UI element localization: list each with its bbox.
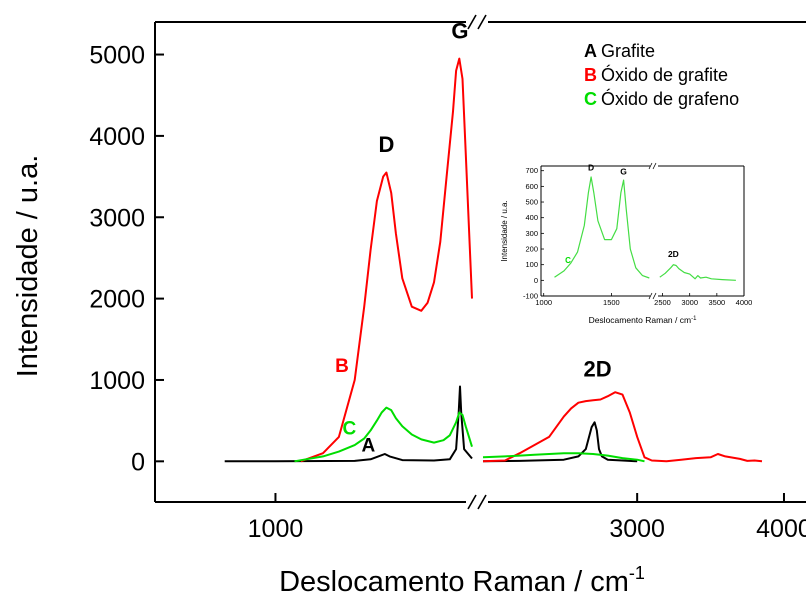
inset-series-a-segment-1 bbox=[554, 176, 650, 279]
inset-y-tick-label: 200 bbox=[525, 245, 538, 254]
inset-peak-label: D bbox=[588, 163, 594, 173]
legend-letter: B bbox=[584, 65, 597, 85]
legend-letter: A bbox=[584, 41, 597, 61]
peak-label: 2D bbox=[583, 357, 611, 382]
inset-peak-label: 2D bbox=[668, 249, 679, 259]
inset-y-tick-label: -100 bbox=[523, 292, 538, 301]
main-series-c-segment-1 bbox=[294, 406, 473, 463]
inset-y-tick-label: 400 bbox=[525, 213, 538, 222]
main-series-group bbox=[224, 57, 763, 463]
inset-curve-label: C bbox=[565, 256, 571, 265]
legend-label: Grafite bbox=[601, 41, 655, 61]
inset-peak-label: G bbox=[620, 167, 627, 177]
x-axis-title-superscript: -1 bbox=[629, 563, 645, 583]
peak-label: G bbox=[451, 18, 468, 43]
inset-x-tick-label: 1000 bbox=[535, 298, 552, 307]
main-axes-frame bbox=[154, 14, 806, 510]
inset-x-tick-label: 4000 bbox=[736, 298, 753, 307]
curve-label: B bbox=[335, 356, 349, 377]
main-series-a-segment-2 bbox=[482, 421, 638, 463]
x-axis-title-text: Deslocamento Raman / cm bbox=[279, 566, 629, 598]
y-tick-label: 2000 bbox=[89, 286, 145, 314]
axis-break-mark bbox=[477, 494, 487, 510]
x-axis-title: Deslocamento Raman / cm-1 bbox=[279, 563, 645, 598]
inset-y-tick-label: 300 bbox=[525, 229, 538, 238]
curve-label: A bbox=[361, 436, 375, 457]
inset-x-tick-label: 3000 bbox=[681, 298, 698, 307]
main-series-b-segment-1 bbox=[300, 57, 473, 463]
y-tick-label: 0 bbox=[131, 448, 145, 476]
inset-axis-break-mark bbox=[648, 162, 653, 170]
inset-y-tick-label: 500 bbox=[525, 198, 538, 207]
inset-y-tick-label: 100 bbox=[525, 260, 538, 269]
peak-label: D bbox=[378, 132, 394, 157]
x-tick-label: 3000 bbox=[609, 515, 665, 543]
inset-y-axis-title: Intensidade / u.a. bbox=[500, 200, 509, 261]
inset-axis-break-mark bbox=[648, 292, 653, 300]
y-axis-title: Intensidade / u.a. bbox=[12, 155, 44, 378]
main-series-a-segment-1 bbox=[224, 385, 473, 463]
inset-x-axis-title: Deslocamento Raman / cm-1 bbox=[589, 315, 698, 325]
y-tick-label: 3000 bbox=[89, 204, 145, 232]
inset-y-tick-label: 600 bbox=[525, 182, 538, 191]
inset-x-tick-label: 3500 bbox=[708, 298, 725, 307]
y-tick-label: 1000 bbox=[89, 367, 145, 395]
y-tick-label: 4000 bbox=[89, 123, 145, 151]
axis-break-mark bbox=[467, 14, 477, 30]
y-tick-label: 5000 bbox=[89, 42, 145, 70]
inset-axis-break-mark bbox=[652, 292, 657, 300]
main-series-c-segment-2 bbox=[482, 452, 645, 463]
inset-x-axis-title-text: Deslocamento Raman / cm bbox=[589, 315, 692, 325]
inset-x-tick-label: 1500 bbox=[603, 298, 620, 307]
inset-axis-break-mark bbox=[652, 162, 657, 170]
inset-x-tick-label: 2500 bbox=[654, 298, 671, 307]
x-tick-label: 4000 bbox=[756, 515, 806, 543]
curve-label: C bbox=[342, 418, 356, 439]
inset-chart: -100 0 100 200 300 400 500 600 700 1000 1500 2500 30… bbox=[500, 163, 752, 325]
legend-label: Óxido de grafeno bbox=[601, 88, 739, 109]
legend-letter: C bbox=[584, 89, 597, 109]
axis-break-mark bbox=[477, 14, 487, 30]
axis-break-mark bbox=[467, 494, 477, 510]
inset-x-axis-title-superscript: -1 bbox=[691, 316, 697, 322]
inset-y-tick-label: 0 bbox=[534, 276, 538, 285]
inset-y-tick-label: 700 bbox=[525, 166, 538, 175]
x-tick-label: 1000 bbox=[248, 515, 304, 543]
legend-label: Óxido de grafite bbox=[601, 64, 728, 85]
inset-series-a-segment-2 bbox=[659, 264, 736, 281]
main-series-b-segment-2 bbox=[482, 391, 763, 463]
